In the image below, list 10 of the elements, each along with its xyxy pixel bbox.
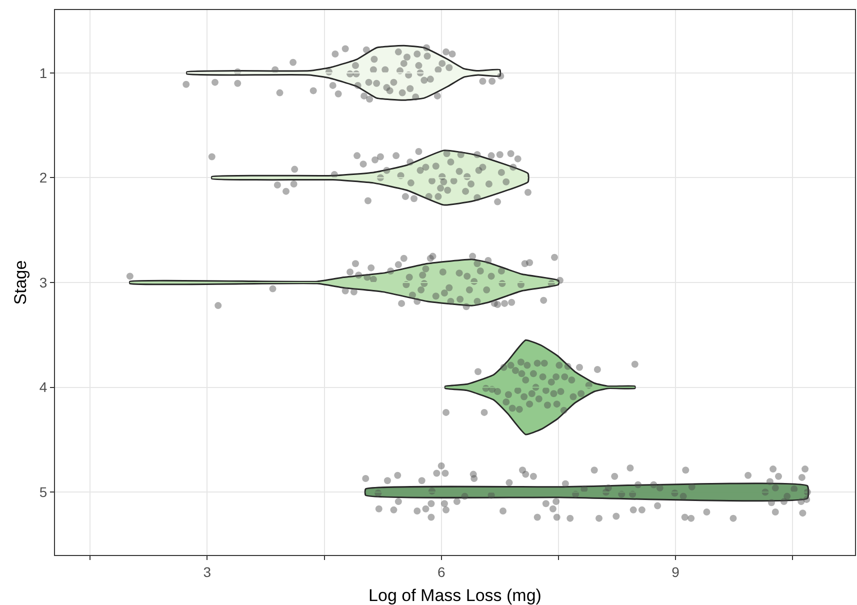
x-tick-label: 3 bbox=[203, 564, 212, 580]
x-tick-label: 9 bbox=[672, 564, 680, 580]
y-axis-title: Stage bbox=[10, 260, 30, 305]
y-tick-label: 4 bbox=[39, 379, 48, 396]
y-tick-label: 2 bbox=[39, 170, 48, 186]
x-axis-title: Log of Mass Loss (mg) bbox=[368, 586, 542, 605]
y-tick-label: 1 bbox=[39, 64, 48, 81]
y-tick-label: 5 bbox=[39, 484, 48, 500]
y-tick-label: 3 bbox=[39, 274, 48, 290]
x-tick-label: 6 bbox=[437, 564, 446, 580]
